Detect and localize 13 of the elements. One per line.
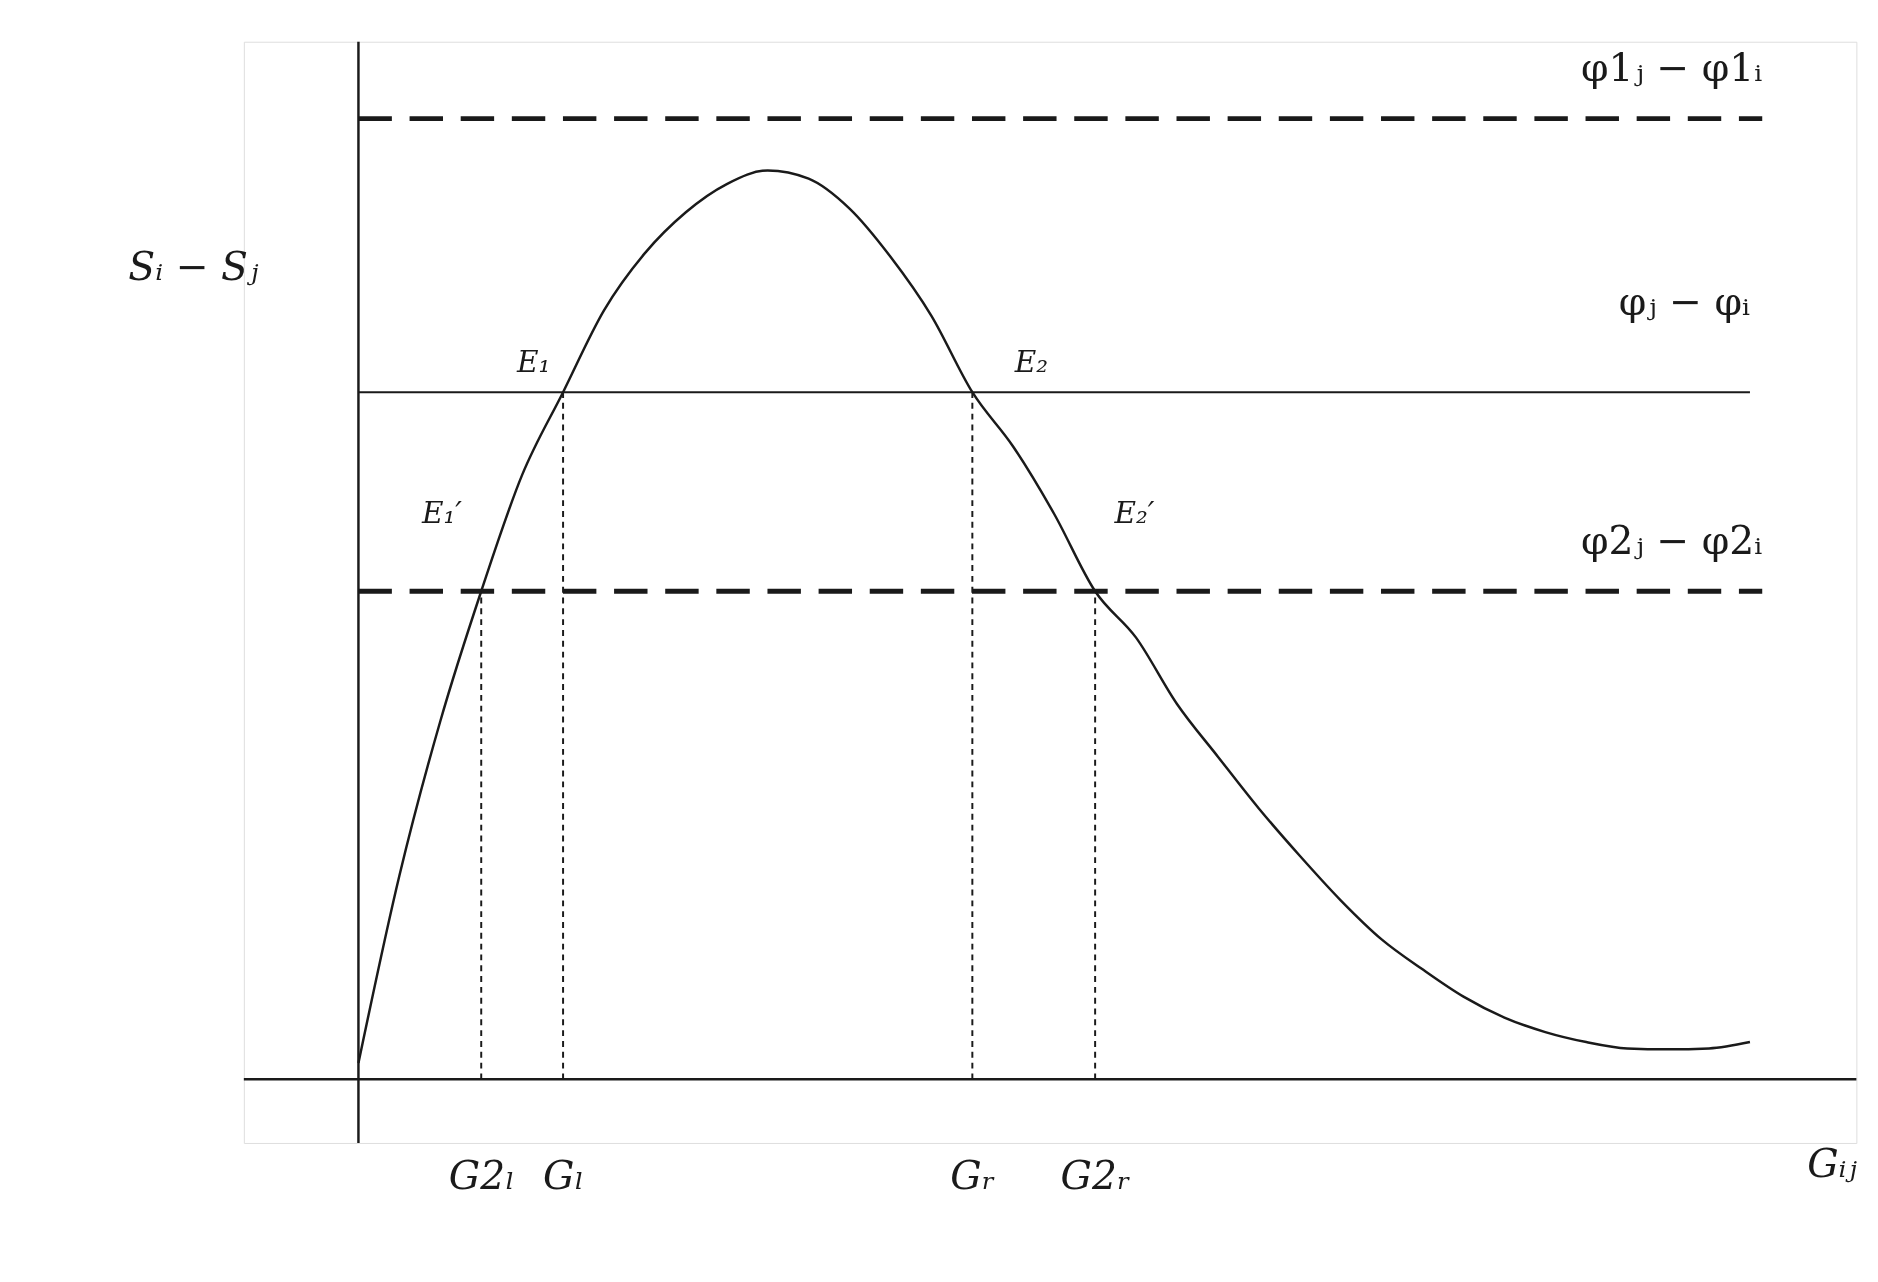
ref-line-label: φⱼ − φᵢ [1618, 279, 1751, 325]
y-axis-title: Sᵢ − Sⱼ [128, 244, 260, 290]
x-tick-label: Gₗ [543, 1152, 585, 1198]
x-tick-label: G2ᵣ [1060, 1152, 1131, 1198]
ref-line-label: φ1ⱼ − φ1ᵢ [1580, 45, 1763, 91]
annotation: E₁ [515, 344, 551, 379]
x-axis-title: Gᵢⱼ [1807, 1140, 1858, 1186]
x-tick-label: Gᵣ [950, 1152, 996, 1198]
x-tick-label: G2ₗ [448, 1152, 515, 1198]
ref-line-label: φ2ⱼ − φ2ᵢ [1580, 517, 1763, 563]
annotation: E₂′ [1113, 496, 1155, 531]
annotation: E₁′ [420, 496, 463, 531]
annotation: E₂ [1013, 344, 1049, 379]
